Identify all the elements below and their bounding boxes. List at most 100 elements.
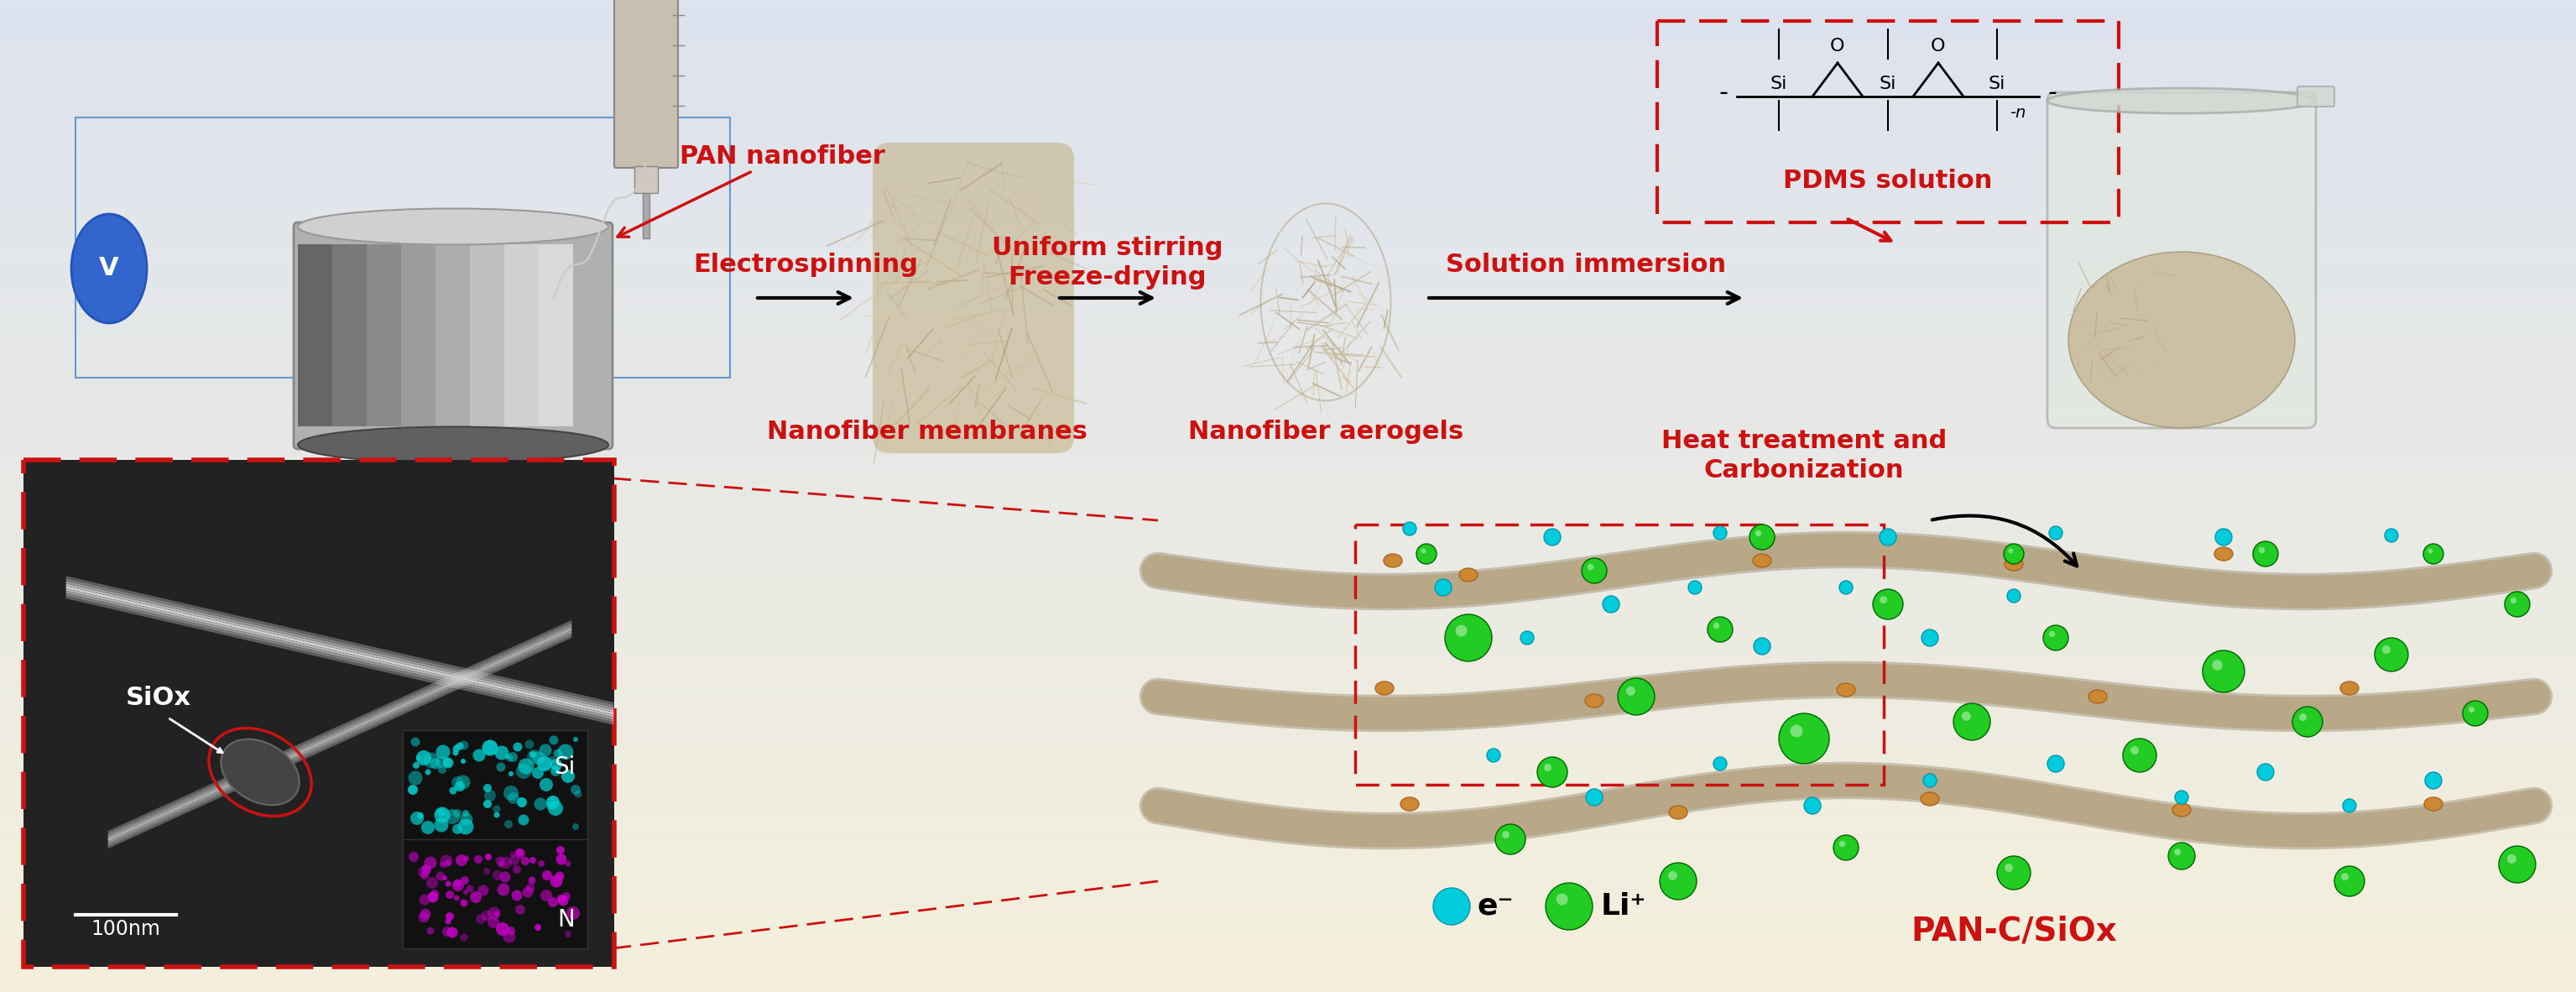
Ellipse shape — [510, 851, 515, 857]
Ellipse shape — [2375, 638, 2409, 672]
Ellipse shape — [497, 763, 505, 772]
Ellipse shape — [1401, 798, 1419, 810]
Ellipse shape — [546, 796, 559, 809]
Ellipse shape — [2499, 846, 2535, 883]
Ellipse shape — [526, 740, 533, 749]
Ellipse shape — [2007, 589, 2020, 602]
Ellipse shape — [2123, 739, 2156, 772]
Ellipse shape — [1445, 614, 1492, 662]
Ellipse shape — [2293, 706, 2324, 737]
Bar — [75, 117, 729, 378]
Ellipse shape — [459, 818, 474, 834]
Ellipse shape — [515, 848, 523, 857]
Ellipse shape — [572, 823, 580, 830]
Ellipse shape — [487, 917, 500, 929]
Ellipse shape — [2169, 842, 2195, 869]
Ellipse shape — [556, 846, 564, 854]
Ellipse shape — [428, 927, 435, 934]
Ellipse shape — [492, 806, 500, 812]
Ellipse shape — [443, 758, 453, 769]
Ellipse shape — [417, 750, 430, 766]
Ellipse shape — [461, 759, 466, 764]
Ellipse shape — [531, 857, 536, 864]
Ellipse shape — [1502, 831, 1510, 838]
Ellipse shape — [526, 883, 536, 893]
Ellipse shape — [1837, 683, 1855, 696]
Ellipse shape — [2202, 651, 2244, 692]
FancyBboxPatch shape — [294, 222, 613, 449]
Ellipse shape — [1618, 679, 1654, 715]
FancyBboxPatch shape — [634, 167, 659, 193]
Ellipse shape — [1587, 563, 1595, 570]
Ellipse shape — [448, 787, 456, 795]
Ellipse shape — [513, 865, 520, 874]
Ellipse shape — [466, 885, 474, 893]
Ellipse shape — [2004, 864, 2012, 872]
Ellipse shape — [1417, 544, 1437, 564]
Ellipse shape — [451, 777, 464, 788]
Ellipse shape — [461, 876, 469, 885]
Ellipse shape — [562, 892, 569, 901]
Ellipse shape — [538, 744, 551, 757]
Ellipse shape — [533, 798, 546, 810]
Ellipse shape — [2215, 529, 2231, 546]
Ellipse shape — [1687, 580, 1703, 594]
Ellipse shape — [520, 857, 531, 865]
Ellipse shape — [538, 778, 554, 792]
Text: Freeze-drying: Freeze-drying — [1007, 265, 1206, 290]
Ellipse shape — [502, 786, 518, 801]
Ellipse shape — [1584, 694, 1602, 707]
Ellipse shape — [440, 861, 446, 868]
Ellipse shape — [1790, 725, 1803, 737]
Ellipse shape — [2069, 252, 2295, 428]
Ellipse shape — [507, 752, 518, 762]
Ellipse shape — [1880, 596, 1888, 603]
Ellipse shape — [551, 766, 559, 774]
Ellipse shape — [477, 914, 487, 924]
Ellipse shape — [549, 736, 559, 745]
FancyBboxPatch shape — [613, 0, 677, 168]
Ellipse shape — [492, 870, 502, 880]
Ellipse shape — [528, 877, 536, 884]
Ellipse shape — [513, 742, 523, 752]
Ellipse shape — [446, 913, 453, 921]
Text: PDMS solution: PDMS solution — [1783, 169, 1994, 193]
Text: Si: Si — [554, 755, 574, 779]
Bar — [505, 244, 538, 427]
Ellipse shape — [1754, 638, 1770, 655]
Ellipse shape — [2174, 848, 2182, 855]
Ellipse shape — [518, 798, 528, 807]
Ellipse shape — [1922, 793, 1940, 806]
Ellipse shape — [505, 820, 513, 828]
Ellipse shape — [515, 905, 526, 915]
Ellipse shape — [505, 754, 513, 762]
Ellipse shape — [2385, 529, 2398, 543]
Ellipse shape — [420, 909, 430, 920]
Text: Nanofiber membranes: Nanofiber membranes — [768, 420, 1087, 444]
Text: O: O — [1932, 38, 1945, 55]
Ellipse shape — [556, 895, 567, 903]
Ellipse shape — [2254, 542, 2277, 566]
Ellipse shape — [541, 890, 551, 902]
Ellipse shape — [1582, 558, 1607, 583]
Ellipse shape — [549, 756, 556, 763]
Ellipse shape — [446, 891, 453, 899]
Ellipse shape — [2463, 700, 2488, 726]
Text: Uniform stirring: Uniform stirring — [992, 236, 1224, 260]
Ellipse shape — [1383, 554, 1401, 567]
Ellipse shape — [299, 208, 608, 245]
Ellipse shape — [461, 933, 469, 941]
Ellipse shape — [510, 855, 520, 865]
Text: Carbonization: Carbonization — [1703, 458, 1904, 482]
Ellipse shape — [507, 771, 513, 777]
Ellipse shape — [484, 800, 492, 808]
Ellipse shape — [407, 785, 417, 795]
Ellipse shape — [533, 767, 544, 779]
Ellipse shape — [438, 766, 446, 774]
Text: -: - — [1718, 80, 1728, 104]
Ellipse shape — [2334, 866, 2365, 897]
Ellipse shape — [1455, 625, 1468, 637]
Ellipse shape — [440, 855, 453, 867]
Ellipse shape — [1996, 856, 2030, 890]
Bar — [469, 244, 505, 427]
